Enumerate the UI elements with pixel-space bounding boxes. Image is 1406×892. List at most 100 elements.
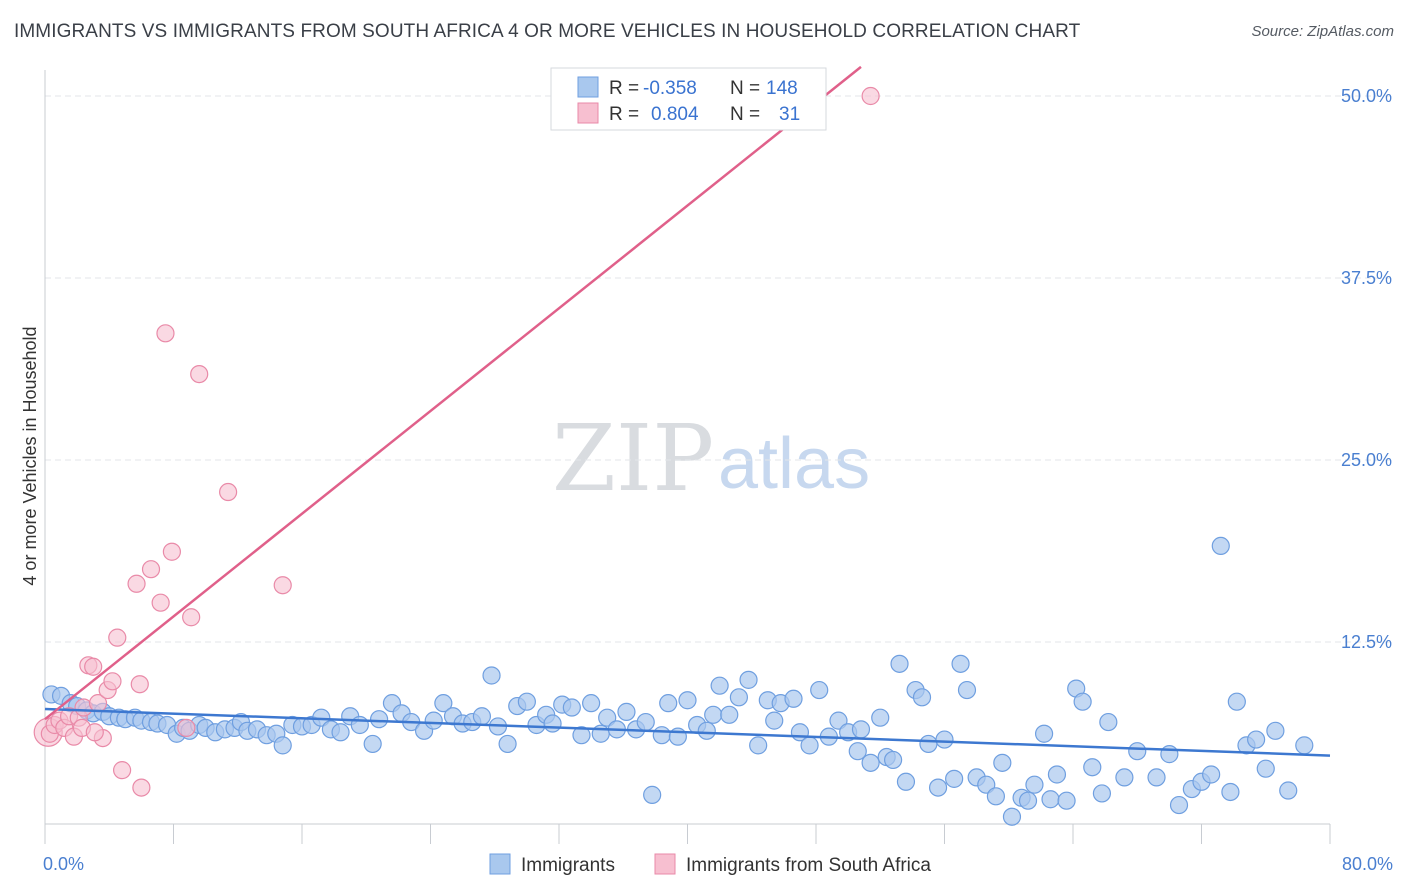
series-south-africa-points	[33, 86, 880, 797]
data-point-immigrants	[1279, 781, 1298, 800]
legend-r-value: -0.358	[643, 78, 697, 99]
legend-r-label: R =	[609, 104, 639, 125]
data-point-immigrants	[935, 730, 954, 749]
data-point-immigrants	[861, 753, 880, 772]
data-point-immigrants	[543, 714, 562, 733]
data-point-immigrants	[370, 710, 389, 729]
data-point-immigrants	[851, 720, 871, 739]
data-point-immigrants	[1221, 782, 1240, 802]
data-point-immigrants	[890, 654, 909, 673]
data-point-immigrants	[729, 688, 749, 707]
trend-line-immigrants	[44, 707, 1331, 757]
data-point-immigrants	[1169, 795, 1189, 815]
data-point-immigrants	[697, 721, 716, 740]
data-point-south-africa	[273, 576, 292, 595]
data-point-immigrants	[951, 654, 970, 673]
legend-n-value: 31	[779, 104, 800, 125]
trend-lines	[44, 65, 1331, 757]
legend-n-label: N =	[730, 104, 760, 125]
data-point-immigrants	[1295, 736, 1314, 755]
legend-r-label: R =	[609, 78, 639, 99]
series-legend: Immigrants Immigrants from South Africa	[489, 853, 931, 876]
watermark-zip: ZIP	[552, 405, 714, 512]
x-tick-label: 80.0%	[1342, 854, 1393, 874]
data-point-south-africa	[84, 657, 103, 676]
data-point-immigrants	[957, 680, 977, 700]
data-point-immigrants	[562, 698, 581, 717]
y-tick-label: 50.0%	[1341, 86, 1392, 106]
data-point-immigrants	[498, 734, 517, 754]
data-point-immigrants	[1041, 790, 1060, 809]
data-point-immigrants	[1073, 692, 1092, 711]
data-point-immigrants	[1128, 742, 1147, 761]
y-tick-label: 12.5%	[1341, 632, 1392, 652]
data-point-immigrants	[810, 680, 829, 700]
legend-n-label: N =	[730, 78, 760, 99]
stats-legend: R = -0.358 N = 148 R = 0.804 N = 31	[550, 67, 827, 131]
data-point-immigrants	[424, 711, 443, 730]
data-point-south-africa	[162, 542, 181, 561]
data-point-immigrants	[1247, 730, 1266, 749]
data-point-immigrants	[1018, 791, 1038, 810]
y-tick-label: 25.0%	[1341, 450, 1392, 470]
data-point-south-africa	[219, 482, 238, 502]
data-point-south-africa	[103, 672, 122, 691]
watermark: ZIP atlas	[552, 405, 870, 512]
data-point-immigrants	[472, 707, 491, 726]
data-point-immigrants	[928, 778, 948, 797]
data-point-immigrants	[710, 676, 729, 695]
data-point-immigrants	[919, 734, 938, 754]
data-point-immigrants	[848, 742, 867, 761]
data-point-south-africa	[112, 761, 132, 780]
data-point-immigrants	[582, 694, 601, 713]
y-tick-label: 37.5%	[1341, 268, 1392, 288]
data-point-immigrants	[572, 726, 591, 745]
legend-swatch-south-africa	[577, 102, 599, 124]
data-point-immigrants	[1115, 768, 1134, 787]
data-point-immigrants	[977, 775, 996, 794]
data-point-immigrants	[1266, 721, 1285, 740]
data-point-immigrants	[912, 688, 932, 707]
data-point-immigrants	[652, 726, 671, 745]
gridlines	[45, 95, 1392, 643]
data-point-immigrants	[871, 708, 890, 727]
axes	[44, 70, 1331, 844]
data-point-south-africa	[861, 86, 880, 106]
source-credit: Source: ZipAtlas.com	[1251, 23, 1394, 40]
data-point-immigrants	[720, 705, 739, 724]
data-point-south-africa	[182, 608, 201, 627]
bottom-legend-swatch-south-africa	[654, 853, 676, 875]
data-point-immigrants	[434, 694, 453, 713]
data-point-immigrants	[659, 694, 678, 713]
data-point-immigrants	[986, 787, 1006, 806]
data-point-immigrants	[1034, 724, 1054, 743]
data-point-south-africa	[156, 324, 175, 343]
data-point-immigrants	[1099, 712, 1118, 732]
data-point-immigrants	[800, 736, 819, 755]
data-point-immigrants	[331, 723, 350, 742]
series-immigrants-points	[42, 536, 1314, 826]
data-point-immigrants	[1227, 692, 1246, 711]
data-point-immigrants	[1057, 791, 1076, 810]
x-tick-labels: 0.0% 80.0%	[43, 854, 1393, 874]
data-point-immigrants	[482, 666, 501, 685]
data-point-immigrants	[273, 736, 292, 755]
data-point-south-africa	[151, 593, 170, 612]
data-point-immigrants	[883, 750, 903, 770]
data-point-south-africa	[130, 675, 149, 694]
data-point-south-africa	[132, 778, 151, 797]
data-point-immigrants	[1092, 784, 1112, 803]
data-point-immigrants	[896, 772, 916, 791]
x-tick-label: 0.0%	[43, 854, 84, 874]
legend-r-value: 0.804	[651, 104, 699, 125]
data-point-immigrants	[636, 712, 655, 732]
data-point-immigrants	[1160, 745, 1179, 764]
data-point-immigrants	[739, 670, 758, 689]
bottom-legend-swatch-immigrants	[489, 853, 511, 875]
data-point-immigrants	[1047, 765, 1067, 784]
data-point-immigrants	[1202, 765, 1221, 784]
data-point-south-africa	[190, 364, 209, 384]
chart-title: IMMIGRANTS VS IMMIGRANTS FROM SOUTH AFRI…	[14, 21, 1081, 42]
data-point-immigrants	[1211, 536, 1230, 556]
